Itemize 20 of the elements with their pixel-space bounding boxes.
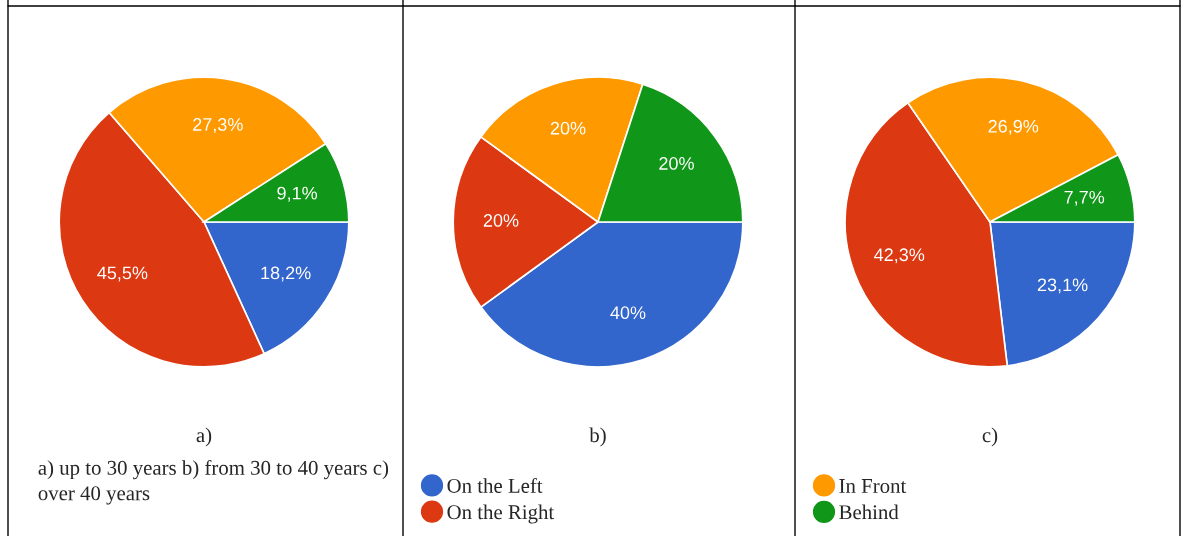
data-label: 18,2% bbox=[261, 266, 311, 282]
data-label: 27,3% bbox=[193, 118, 243, 133]
data-label: 26,9% bbox=[988, 119, 1039, 135]
data-label: 45,5% bbox=[97, 266, 148, 282]
data-label: 7,7% bbox=[1064, 190, 1105, 206]
text: a) up to 30 years b) from 30 to 40 years c) over 40 years bbox=[38, 460, 389, 505]
legend-label: On the Right bbox=[447, 504, 555, 524]
data-label: 20% bbox=[550, 121, 586, 135]
data-label: 23,1% bbox=[1037, 278, 1088, 294]
data-label: 40% bbox=[610, 306, 646, 320]
text: b) bbox=[589, 427, 606, 447]
text: c) bbox=[982, 427, 998, 447]
legend-label: In Front bbox=[839, 479, 907, 493]
data-label: 20% bbox=[659, 157, 694, 170]
legend-label: On the Left bbox=[447, 478, 543, 493]
data-label: 42,3% bbox=[874, 248, 925, 264]
data-label: 20% bbox=[483, 214, 519, 227]
data-label: 9,1% bbox=[277, 186, 318, 202]
text: a) bbox=[196, 427, 212, 447]
legend-label: Behind bbox=[839, 504, 899, 520]
